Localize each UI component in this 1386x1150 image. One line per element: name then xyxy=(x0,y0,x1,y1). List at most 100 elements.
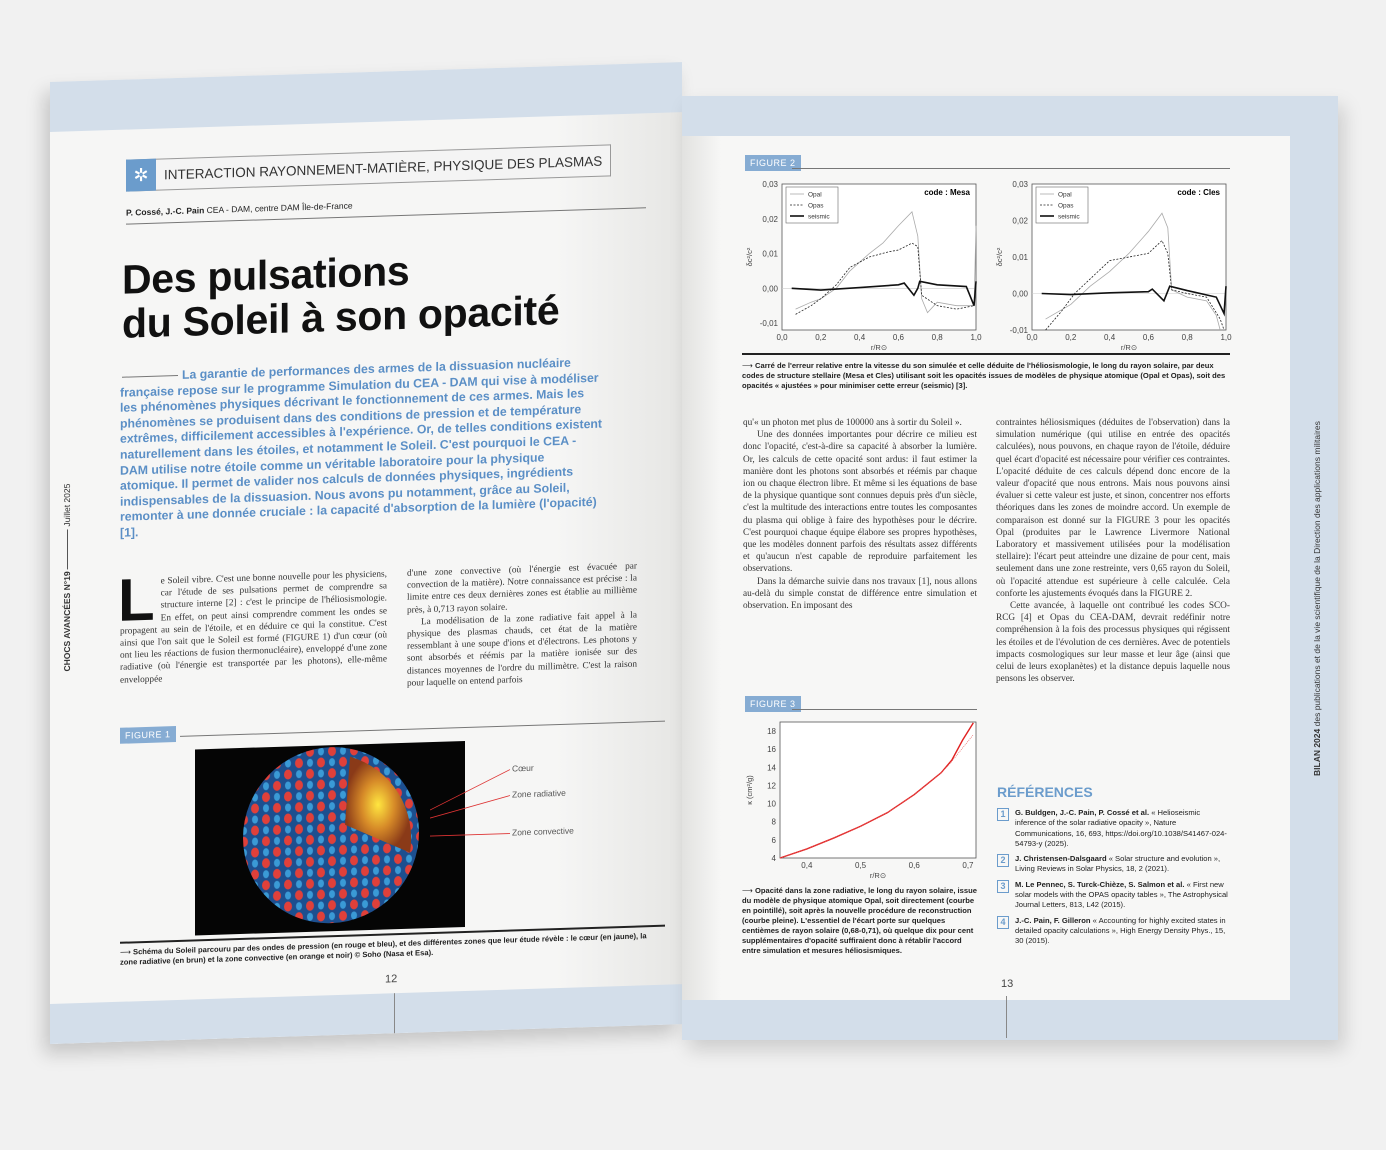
series-line-Opal xyxy=(1045,212,1221,331)
figure-rule xyxy=(792,709,977,710)
label-zone-radiative: Zone radiative xyxy=(512,787,566,800)
series-line-Opal xyxy=(795,211,977,314)
figure-3-chart: 0,4 0,5 0,6 0,7 4 6 8 10 12 14 16 18 r/R⊙ κ (cm²/g) xyxy=(745,721,977,880)
figure-2-mesa-chart: 0,0 0,2 0,4 0,6 0,8 1,0 -0,01 0,00 0,01 0,02 0,03 r… xyxy=(745,180,982,352)
legend-label: Opas xyxy=(808,203,824,210)
right-page: FIGURE 2 0,0 0,2 0,4 0,6 0,8 1,0 -0,01 0,00 0,01… xyxy=(682,96,1338,1040)
paragraph: La modélisation de la zone radiative fai… xyxy=(407,610,637,689)
series-line-Opas xyxy=(795,242,975,315)
x-tick-label: 1,0 xyxy=(970,333,982,342)
y-tick-label: 8 xyxy=(772,818,777,827)
figure-1-tag: FIGURE 1 xyxy=(120,726,176,744)
y-tick-label: 0,03 xyxy=(762,180,778,189)
y-tick-label: 10 xyxy=(767,800,776,809)
series-line-dotted xyxy=(779,734,974,859)
body-text: e Soleil vibre. C'est une bonne nouvelle… xyxy=(120,569,387,686)
references-list: 1 G. Buldgen, J.-C. Pain, P. Cossé et al.… xyxy=(997,808,1232,952)
body-column-1: L e Soleil vibre. C'est une bonne nouvel… xyxy=(118,565,387,686)
reference-authors: M. Le Pennec, S. Turck-Chièze, S. Salmon… xyxy=(1015,879,1185,889)
x-tick-label: 0,6 xyxy=(909,861,921,870)
bottom-band xyxy=(50,984,682,1044)
x-tick-label: 0,5 xyxy=(855,861,867,870)
legend-label: Opal xyxy=(808,192,822,199)
chart-title: code : Mesa xyxy=(924,188,970,197)
x-tick-label: 0,6 xyxy=(1143,333,1155,342)
legend-label: Opal xyxy=(1058,192,1072,199)
chart-title: code : Cles xyxy=(1177,188,1220,197)
reference-item: 4 J.-C. Pain, F. Gilleron « Accounting fo… xyxy=(997,915,1232,947)
paragraph: d'une zone convective (où l'énergie est … xyxy=(407,561,637,616)
x-tick-label: 0,4 xyxy=(1104,333,1116,342)
legend-label: Opas xyxy=(1058,203,1074,210)
spine-band xyxy=(1290,96,1338,1040)
paragraph: contraintes héliosismiques (déduites de … xyxy=(996,418,1230,599)
caption-text: Opacité dans la zone radiative, le long … xyxy=(742,886,977,955)
paragraph: Cette avancée, à laquelle ont contribué … xyxy=(996,601,1230,685)
reference-item: 2 J. Christensen-Dalsgaard « Solar struct… xyxy=(997,854,1232,875)
sun-illustration xyxy=(243,747,419,924)
paragraph: qu'« un photon met plus de 100000 ans à … xyxy=(743,418,962,428)
caption-rule xyxy=(742,353,1230,355)
y-tick-label: 4 xyxy=(772,854,777,863)
label-zone-convective: Zone convective xyxy=(512,825,574,838)
reference-number: 1 xyxy=(997,808,1009,821)
issue-label: CHOCS AVANCÉES N°19 xyxy=(62,571,72,672)
body-column-2: contraintes héliosismiques (déduites de … xyxy=(996,417,1230,685)
top-band xyxy=(50,62,682,133)
y-tick-label: 12 xyxy=(767,781,776,790)
reference-text: « Helioseismic inference of the solar ra… xyxy=(1015,808,1227,848)
y-tick-label: 0,02 xyxy=(1012,217,1028,226)
reference-authors: J. Christensen-Dalsgaard xyxy=(1015,854,1107,864)
y-tick-label: 6 xyxy=(772,836,777,845)
spine-bold: BILAN 2024 xyxy=(1312,728,1322,776)
paragraph: Dans la démarche suivie dans nos travaux… xyxy=(743,576,977,612)
section-header: ✲ INTERACTION RAYONNEMENT-MATIÈRE, PHYSI… xyxy=(126,144,612,192)
x-tick-label: 0,4 xyxy=(854,333,866,342)
figure-2-tag: FIGURE 2 xyxy=(745,155,801,171)
label-coeur: Cœur xyxy=(512,762,534,774)
x-axis-label: r/R⊙ xyxy=(870,871,886,880)
atom-icon: ✲ xyxy=(126,158,156,192)
x-tick-label: 0,0 xyxy=(776,333,788,342)
figure-3-tag: FIGURE 3 xyxy=(745,696,801,712)
y-tick-label: 0,03 xyxy=(1012,180,1028,189)
y-tick-label: 0,01 xyxy=(762,250,778,259)
x-tick-label: 0,7 xyxy=(962,861,974,870)
x-tick-label: 0,8 xyxy=(932,333,944,342)
drop-cap: L xyxy=(118,565,155,634)
page-number: 13 xyxy=(1001,978,1014,990)
reference-item: 3 M. Le Pennec, S. Turck-Chièze, S. Salmo… xyxy=(997,879,1232,911)
byline: P. Cossé, J.-C. Pain CEA - DAM, centre D… xyxy=(126,200,353,217)
x-tick-label: 0,6 xyxy=(893,333,905,342)
reference-item: 1 G. Buldgen, J.-C. Pain, P. Cossé et al.… xyxy=(997,808,1232,849)
plot-area xyxy=(1031,183,1227,331)
y-axis-label: δc²/c² xyxy=(745,247,754,266)
legend-box xyxy=(785,186,839,224)
figure-2-cles-chart: 0,0 0,2 0,4 0,6 0,8 1,0 -0,01 0,00 0,01 0,02 0,03 r… xyxy=(995,180,1232,352)
legend-label: seismic xyxy=(808,214,830,221)
caption-text: Schéma du Soleil parcouru par des ondes … xyxy=(120,931,647,967)
y-tick-label: 18 xyxy=(767,727,776,736)
x-tick-label: 1,0 xyxy=(1220,333,1232,342)
affiliation: CEA - DAM, centre DAM Île-de-France xyxy=(206,200,353,216)
reference-number: 3 xyxy=(997,879,1009,893)
x-tick-label: 0,2 xyxy=(815,333,827,342)
authors: P. Cossé, J.-C. Pain xyxy=(126,205,205,218)
series-line-seismic xyxy=(791,280,977,306)
reference-number: 2 xyxy=(997,854,1009,868)
page-rule xyxy=(1006,996,1007,1038)
y-tick-label: -0,01 xyxy=(1010,326,1029,335)
x-tick-label: 0,2 xyxy=(1065,333,1077,342)
paragraph: Une des données importantes pour décrire… xyxy=(743,430,977,575)
spine-text: BILAN 2024 des publications et de la vie… xyxy=(1312,421,1322,776)
legend-label: seismic xyxy=(1058,214,1080,221)
x-tick-label: 0,8 xyxy=(1182,333,1194,342)
plot-area xyxy=(779,721,977,859)
y-axis-label: δc²/c² xyxy=(995,247,1004,266)
y-tick-label: -0,01 xyxy=(760,319,779,328)
y-tick-label: 0,02 xyxy=(762,215,778,224)
y-tick-label: 14 xyxy=(767,763,776,772)
references-title: RÉFÉRENCES xyxy=(997,784,1093,800)
section-title: INTERACTION RAYONNEMENT-MATIÈRE, PHYSIQU… xyxy=(164,153,603,182)
figure-rule xyxy=(792,168,1230,169)
